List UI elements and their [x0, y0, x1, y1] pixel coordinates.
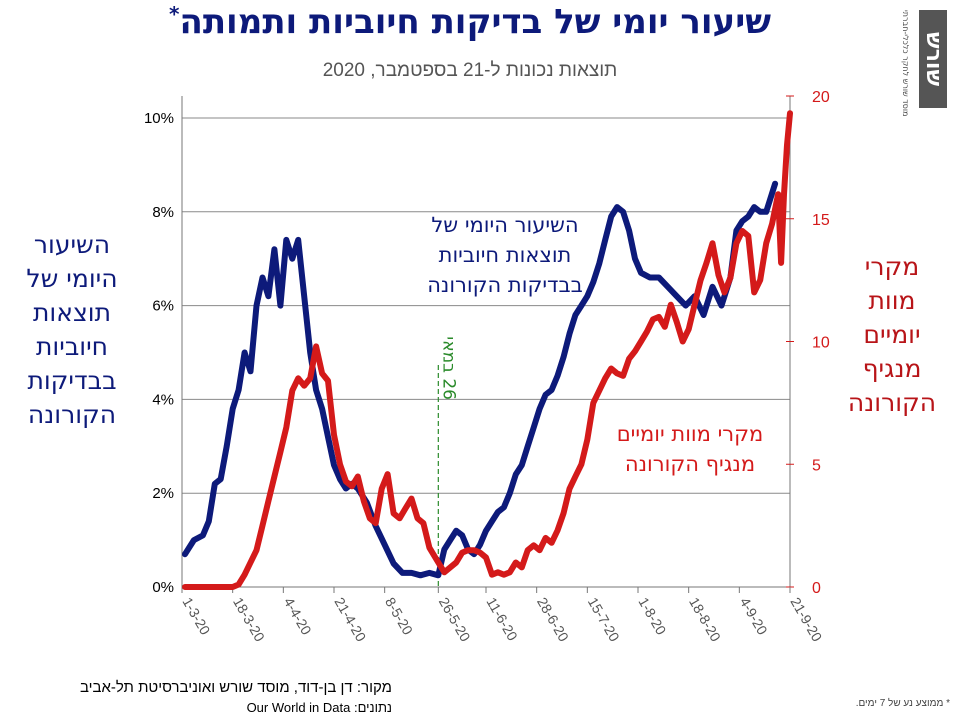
positive-series-label: בבדיקות הקורונה	[427, 273, 583, 297]
right-axis-title-line: מקרי	[864, 252, 920, 281]
left-tick-label: 6%	[152, 298, 174, 315]
right-tick-label: 0	[812, 580, 821, 597]
left-axis-title-line: חיוביות	[35, 332, 109, 361]
source-line: מקור: דן בן-דוד, מוסד שורש ואוניברסיטת ת…	[79, 679, 392, 696]
x-tick-label: 8-5-20	[382, 595, 416, 638]
x-tick-label: 21-9-20	[787, 595, 825, 645]
x-tick-label: 1-8-20	[635, 595, 669, 638]
positive-series-label: השיעור היומי של	[431, 213, 578, 237]
logo-wordmark: שורש	[919, 10, 947, 108]
x-tick-label: 11-6-20	[483, 595, 521, 644]
x-tick-label: 4-4-20	[281, 595, 315, 638]
left-tick-label: 0%	[152, 579, 174, 596]
x-tick-label: 21-4-20	[331, 595, 369, 645]
marker-label: 26 במאי	[438, 336, 458, 400]
left-axis-title-line: בבדיקות	[27, 366, 117, 395]
right-tick-label: 20	[812, 89, 830, 106]
positive-series-label: תוצאות חיוביות	[439, 243, 572, 267]
left-tick-label: 10%	[144, 110, 174, 127]
left-axis-title: השיעור היומי של תוצאות חיוביות בבדיקות ה…	[8, 228, 136, 432]
x-tick-label: 1-3-20	[179, 595, 213, 638]
page-subtitle: תוצאות נכונות ל-21 בספטמבר, 2020	[322, 60, 618, 81]
shoresh-logo: מוסד שורש לחקר כלכלי-חברתי שורש	[901, 8, 951, 116]
right-axis-title-line: מוות	[868, 286, 916, 315]
right-axis-title: מקרי מוות יומיים מנגיף הקורונה	[828, 250, 956, 420]
deaths-line	[182, 110, 793, 590]
x-tick-label: 18-3-20	[230, 595, 268, 645]
right-axis-title-line: הקורונה	[847, 388, 937, 417]
right-tick-label: 5	[812, 457, 821, 474]
left-axis-title-line: תוצאות	[32, 298, 112, 327]
left-axis-title-line: היומי של	[26, 264, 118, 293]
right-tick-label: 10	[812, 335, 830, 352]
right-axis-title-line: מנגיף	[862, 354, 922, 383]
right-tick-label: 15	[812, 212, 830, 229]
left-tick-label: 4%	[152, 391, 174, 408]
left-tick-label: 2%	[152, 485, 174, 502]
data-source-line: נתונים: Our World in Data	[246, 700, 392, 715]
positive-rate-line	[182, 180, 779, 579]
page-title: שיעור יומי של בדיקות חיוביות ותמותה*	[169, 2, 771, 42]
source-credit: מקור: דן בן-דוד, מוסד שורש ואוניברסיטת ת…	[0, 678, 392, 718]
x-tick-label: 4-9-20	[737, 595, 771, 638]
x-tick-label: 28-6-20	[534, 595, 572, 645]
title-footnote-mark: *	[169, 2, 180, 26]
logo-tagline: מוסד שורש לחקר כלכלי-חברתי	[901, 10, 910, 117]
right-axis-title-line: יומיים	[863, 320, 921, 349]
footnote: * ממוצע נע של 7 ימים.	[855, 698, 950, 709]
x-tick-label: 26-5-20	[436, 595, 474, 645]
left-tick-label: 8%	[152, 204, 174, 221]
deaths-series-label: מנגיף הקורונה	[625, 452, 755, 476]
x-tick-label: 18-8-20	[686, 595, 724, 645]
left-axis-title-line: השיעור	[33, 230, 111, 259]
left-axis-title-line: הקורונה	[27, 400, 117, 429]
x-tick-label: 15-7-20	[585, 595, 623, 645]
deaths-series-label: מקרי מוות יומיים	[617, 422, 764, 446]
